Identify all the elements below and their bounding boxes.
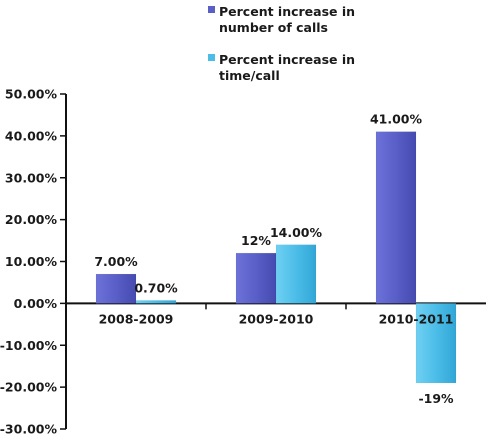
legend-swatch [208, 54, 215, 61]
x-tick-label: 2010-2011 [379, 311, 454, 326]
y-tick-label: -20.00% [0, 380, 57, 395]
bar-time-per-call [135, 300, 177, 304]
y-tick-label: 20.00% [5, 212, 58, 227]
y-tick-label: 50.00% [5, 87, 58, 102]
x-tick-label: 2008-2009 [99, 311, 174, 326]
legend-swatch [208, 6, 215, 13]
bars [95, 131, 457, 384]
bar-calls [235, 252, 277, 304]
y-tick-label: -10.00% [0, 338, 57, 353]
data-label: 41.00% [370, 112, 423, 127]
data-label: 14.00% [270, 225, 323, 240]
bar-calls [95, 273, 137, 304]
category-labels: 2008-2009 2009-2010 2010-2011 [99, 303, 454, 326]
y-tick-label: 10.00% [5, 254, 58, 269]
data-label: -19% [418, 391, 454, 406]
y-axis-ticks: 50.00% 40.00% 30.00% 20.00% 10.00% 0.00% -10.0… [0, 87, 66, 437]
legend-label: Percent increase in number of calls [219, 4, 355, 35]
x-tick-label: 2009-2010 [239, 311, 314, 326]
y-tick-label: 30.00% [5, 170, 58, 185]
data-label: 12% [241, 233, 271, 248]
bar-time-per-call [275, 244, 317, 304]
bar-calls [375, 131, 417, 304]
data-label: 0.70% [134, 280, 178, 295]
y-tick-label: 40.00% [5, 128, 58, 143]
y-tick-label: -30.00% [0, 422, 57, 437]
data-labels: 7.00% 0.70% 12%14.00% 41.00% -19% [94, 112, 454, 406]
legend-label: Percent increase in time/call [219, 52, 355, 83]
bar-time-per-call [415, 303, 457, 384]
y-tick-label: 0.00% [14, 296, 58, 311]
legend: Percent increase in number of calls Percen… [208, 4, 355, 83]
data-label: 7.00% [94, 254, 138, 269]
